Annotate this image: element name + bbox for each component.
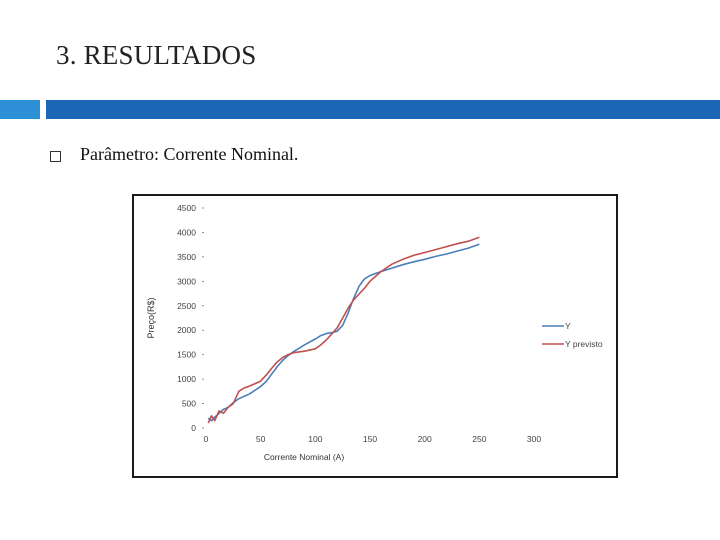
x-tick-label: 150 <box>363 434 377 444</box>
line-chart: 0 500 1000 1500 2000 2500 3000 3500 4000 4500 0 50 1… <box>146 203 603 462</box>
x-tick-label: 200 <box>418 434 432 444</box>
x-tick-label: 250 <box>472 434 486 444</box>
chart-frame: 0 500 1000 1500 2000 2500 3000 3500 4000 4500 0 50 1… <box>132 194 618 478</box>
y-tick-label: 0 <box>191 423 196 433</box>
y-tick-label: 2000 <box>177 325 196 335</box>
y-tick-label: 2500 <box>177 301 196 311</box>
x-tick-label: 300 <box>527 434 541 444</box>
y-tick-label: 1500 <box>177 350 196 360</box>
chart-legend: Y Y previsto <box>542 321 603 349</box>
chart-axes: 0 500 1000 1500 2000 2500 3000 3500 4000 4500 0 50 1… <box>177 203 541 444</box>
series-line <box>207 236 480 424</box>
x-tick-label: 50 <box>256 434 266 444</box>
slide-title: 3. RESULTADOS <box>56 40 257 70</box>
y-tick-label: 1000 <box>177 374 196 384</box>
y-tick-label: 4500 <box>177 203 196 213</box>
series-line <box>207 243 480 422</box>
x-axis-label: Corrente Nominal (A) <box>264 452 344 462</box>
accent-bar-long <box>46 100 720 119</box>
y-axis-label: Preço(R$) <box>146 297 156 338</box>
legend-label: Y previsto <box>565 339 603 349</box>
y-tick-label: 3000 <box>177 276 196 286</box>
bullet-text: Parâmetro: Corrente Nominal. <box>80 144 299 164</box>
legend-label: Y <box>565 321 571 331</box>
y-tick-label: 500 <box>182 399 196 409</box>
chart-series-layer <box>207 236 480 424</box>
x-tick-label: 0 <box>204 434 209 444</box>
square-bullet-icon <box>50 151 61 162</box>
accent-bar-short <box>0 100 40 119</box>
x-tick-label: 100 <box>308 434 322 444</box>
y-tick-label: 4000 <box>177 227 196 237</box>
y-tick-label: 3500 <box>177 252 196 262</box>
